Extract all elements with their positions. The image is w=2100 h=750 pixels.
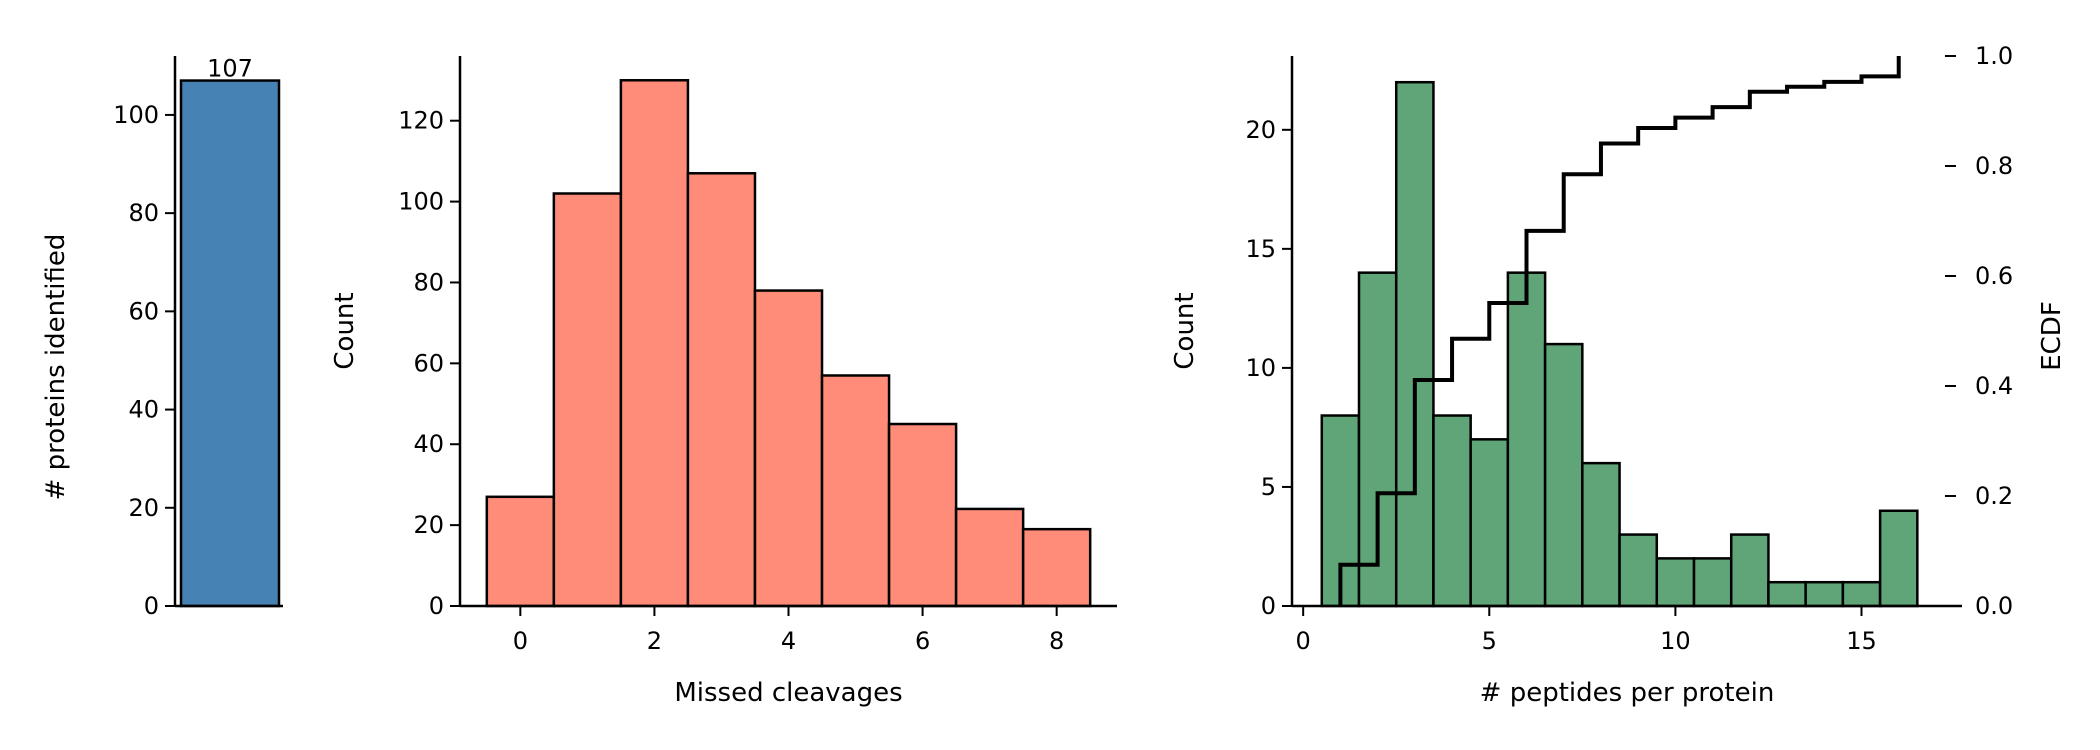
- x-axis-label: # peptides per protein: [1480, 678, 1775, 708]
- x-tick-label: 10: [1660, 627, 1691, 655]
- y-tick-label: 10: [1245, 354, 1276, 382]
- histogram-bar: [1581, 461, 1621, 608]
- x-tick-label: 15: [1846, 627, 1877, 655]
- histogram-bar: [1618, 533, 1659, 608]
- histogram-bar: [820, 374, 891, 608]
- y-tick-label: 0: [429, 592, 444, 620]
- y-tick-label: 0: [144, 592, 159, 620]
- histogram-bar: [686, 172, 757, 608]
- y-tick-label: 120: [398, 107, 444, 135]
- histogram-bar: [887, 422, 958, 608]
- histogram-bar: [619, 79, 690, 608]
- y-tick-label: 100: [398, 188, 444, 216]
- ecdf-tick-label: 0.2: [1975, 482, 2013, 510]
- y-tick-label: 60: [128, 297, 159, 325]
- ecdf-tick-label: 0.0: [1975, 592, 2013, 620]
- x-axis-label: Missed cleavages: [674, 678, 902, 708]
- histogram-bar: [1506, 271, 1547, 608]
- y-axis-label: # proteins identified: [41, 234, 71, 501]
- proteins-identified-panel: 107 0 20 40 60 80 100 # proteins identified: [41, 55, 283, 620]
- bar: [179, 79, 281, 608]
- x-tick-label: 0: [513, 627, 528, 655]
- ecdf-tick-label: 1.0: [1975, 42, 2013, 70]
- histogram-bar: [1543, 342, 1584, 608]
- histogram-bar: [1767, 580, 1807, 608]
- histogram-bar: [1432, 414, 1472, 608]
- y-tick-label: 15: [1245, 235, 1276, 263]
- histogram-bar: [753, 289, 824, 608]
- histogram-bar: [485, 495, 556, 608]
- x-tick-label: 4: [781, 627, 796, 655]
- x-tick-label: 6: [915, 627, 930, 655]
- y-tick-label: 80: [128, 199, 159, 227]
- y-tick-label: 20: [413, 511, 444, 539]
- y-tick-label: 60: [413, 349, 444, 377]
- y-axis-label: Count: [330, 292, 360, 369]
- histogram-bar: [1841, 580, 1882, 608]
- ecdf-tick-label: 0.4: [1975, 372, 2013, 400]
- histogram-bar: [552, 192, 623, 608]
- ecdf-axis-label: ECDF: [2037, 301, 2067, 371]
- y-tick-label: 0: [1261, 592, 1276, 620]
- histogram-bar: [1394, 80, 1435, 608]
- histogram-bar: [1729, 533, 1770, 608]
- y-tick-label: 40: [413, 430, 444, 458]
- peptides-per-protein-panel: 0 5 10 15 20 0 5 10 15 0.0 0.2 0.4 0.6 0.8 1.0 # peptid…: [1170, 42, 2067, 708]
- histogram-bar: [1804, 580, 1845, 608]
- y-tick-label: 80: [413, 268, 444, 296]
- y-tick-label: 40: [128, 396, 159, 424]
- y-axis-label: Count: [1170, 292, 1200, 369]
- ecdf-line: [1338, 56, 1901, 606]
- x-tick-label: 5: [1482, 627, 1497, 655]
- x-tick-label: 2: [647, 627, 662, 655]
- ecdf-tick-label: 0.6: [1975, 262, 2013, 290]
- histogram-bar: [1021, 527, 1092, 608]
- histogram-bar: [1692, 557, 1733, 608]
- bar-data-label: 107: [207, 55, 253, 83]
- y-tick-label: 20: [1245, 116, 1276, 144]
- histogram-bar: [1469, 438, 1510, 608]
- histogram-bar: [954, 507, 1025, 608]
- y-tick-label: 20: [128, 494, 159, 522]
- ecdf-tick-label: 0.8: [1975, 152, 2013, 180]
- x-tick-label: 8: [1049, 627, 1064, 655]
- histogram-bar: [1878, 509, 1919, 608]
- missed-cleavages-panel: 0 20 40 60 80 100 120 0 2 4 6 8 Missed cleavages Coun…: [330, 56, 1117, 708]
- x-tick-label: 0: [1296, 627, 1311, 655]
- y-tick-label: 100: [113, 101, 159, 129]
- y-tick-label: 5: [1261, 473, 1276, 501]
- histogram-bar: [1655, 557, 1696, 608]
